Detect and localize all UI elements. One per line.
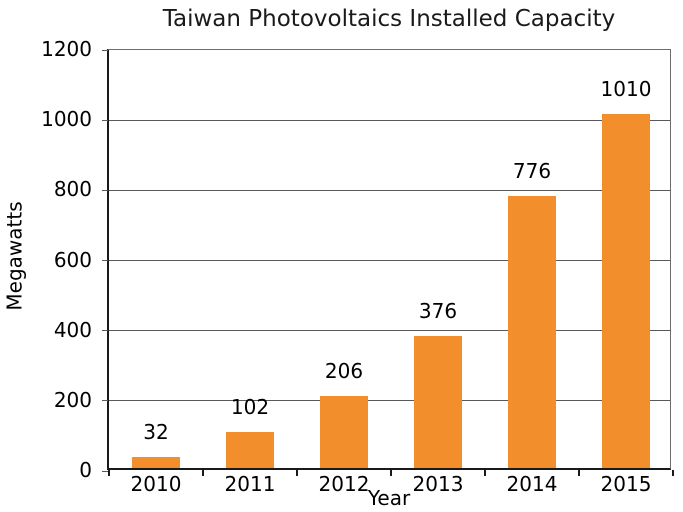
bar-value-label: 32: [143, 419, 169, 444]
x-axis-tick: [108, 470, 110, 476]
bar: [414, 336, 462, 468]
x-axis-tick: [296, 470, 298, 476]
y-tick-label: 400: [53, 317, 92, 342]
y-axis-tick: [102, 330, 108, 332]
x-tick-label: 2013: [412, 472, 464, 496]
y-axis-tick: [102, 400, 108, 402]
bar: [508, 195, 556, 468]
y-axis-tick: [102, 260, 108, 261]
x-tick-label: 2011: [224, 472, 276, 496]
bar: [602, 113, 650, 468]
x-axis-tick: [390, 470, 392, 476]
bar-value-label: 776: [512, 158, 552, 183]
x-axis-tick: [202, 470, 204, 476]
gridline: [109, 260, 670, 261]
chart-title: Taiwan Photovoltaics Installed Capacity: [162, 6, 616, 32]
gridline: [109, 189, 670, 191]
y-tick-label: 1200: [41, 37, 92, 61]
x-tick-label: 2015: [600, 472, 652, 496]
bar-value-label: 376: [418, 299, 458, 324]
gridline: [109, 330, 670, 332]
x-axis-tick: [672, 470, 674, 476]
x-axis-tick: [484, 470, 486, 476]
bar: [320, 395, 368, 468]
y-tick-label: 0: [79, 458, 92, 482]
gridline: [109, 119, 670, 121]
y-tick-label: 1000: [41, 107, 92, 132]
bar: [226, 432, 274, 468]
y-axis-tick: [102, 49, 108, 51]
y-axis-tick: [102, 470, 108, 472]
bar-value-label: 206: [324, 358, 364, 383]
x-axis-label: Year: [367, 486, 411, 510]
x-tick-label: 2010: [130, 472, 182, 496]
y-tick-label: 800: [53, 177, 92, 202]
x-tick-label: 2014: [506, 472, 558, 496]
bar-value-label: 1010: [600, 76, 652, 101]
bar-value-label: 102: [230, 395, 270, 420]
y-axis-tick: [102, 119, 108, 121]
plot-area: 32 2010 102 2011 206 2012 376 2013 776 2014 1010 20…: [102, 49, 674, 495]
gridline: [109, 400, 670, 402]
x-axis-tick: [578, 470, 580, 476]
y-tick-label: 600: [53, 247, 92, 272]
y-tick-label: 200: [53, 387, 92, 412]
x-tick-label: 2012: [318, 472, 370, 496]
bar: [132, 456, 180, 468]
y-axis-tick: [102, 189, 108, 191]
